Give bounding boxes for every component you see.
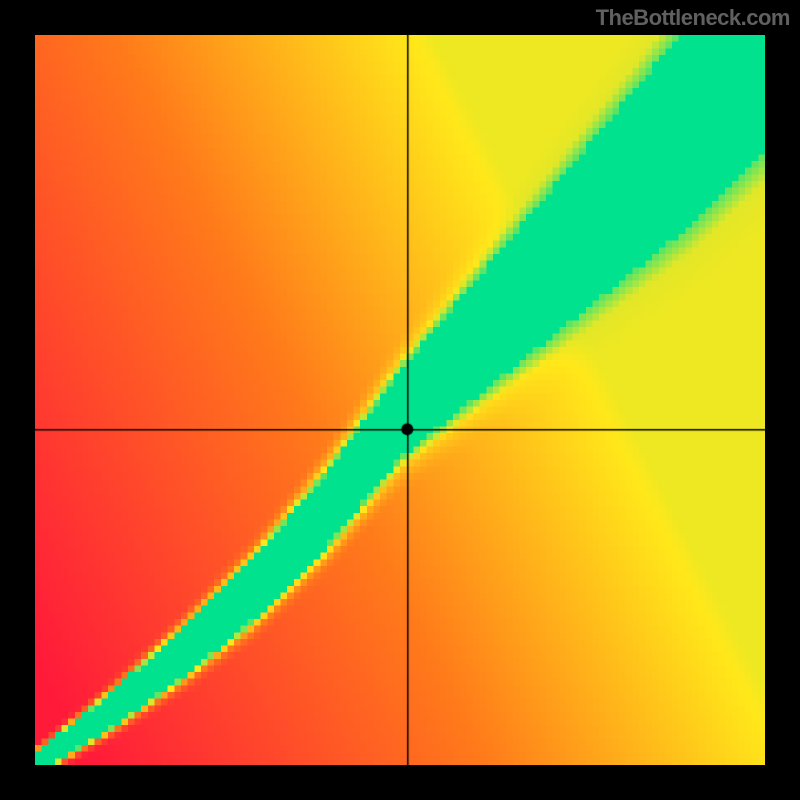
bottleneck-heatmap bbox=[35, 35, 765, 765]
watermark-text: TheBottleneck.com bbox=[596, 5, 790, 31]
chart-frame: TheBottleneck.com bbox=[0, 0, 800, 800]
